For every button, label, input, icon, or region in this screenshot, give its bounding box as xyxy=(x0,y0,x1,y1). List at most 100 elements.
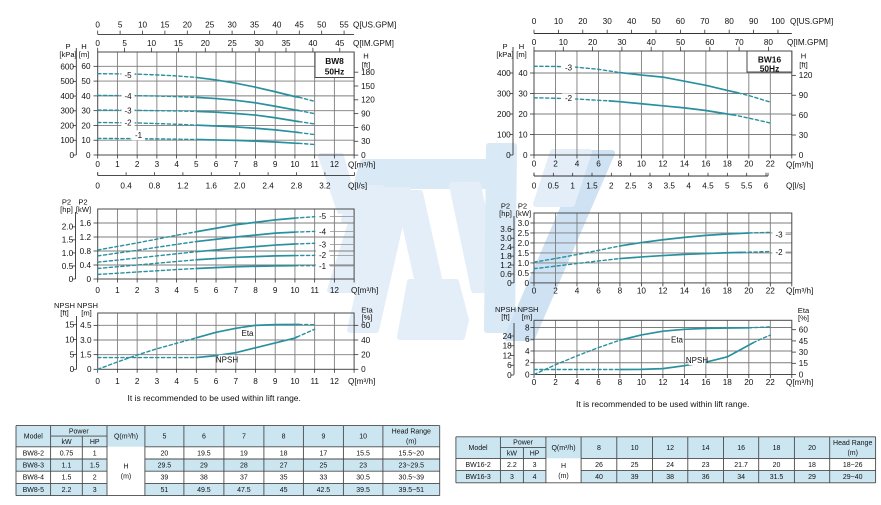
svg-text:14: 14 xyxy=(680,378,690,387)
svg-text:10: 10 xyxy=(290,286,300,295)
svg-text:4: 4 xyxy=(174,286,179,295)
svg-text:-4: -4 xyxy=(124,92,132,101)
svg-text:[hp]: [hp] xyxy=(60,205,73,214)
svg-text:14: 14 xyxy=(702,445,710,452)
svg-text:35: 35 xyxy=(281,39,291,48)
svg-text:4: 4 xyxy=(686,181,691,190)
svg-text:20: 20 xyxy=(744,378,754,387)
svg-text:29~40: 29~40 xyxy=(843,474,863,481)
svg-text:37: 37 xyxy=(240,475,248,482)
svg-text:8: 8 xyxy=(618,286,623,295)
svg-text:NPSH: NPSH xyxy=(54,301,75,310)
svg-text:35: 35 xyxy=(280,475,288,482)
svg-text:70: 70 xyxy=(735,38,745,47)
svg-text:3.5: 3.5 xyxy=(664,181,676,190)
svg-text:6: 6 xyxy=(202,434,206,441)
svg-text:P2: P2 xyxy=(78,198,87,207)
svg-text:12: 12 xyxy=(330,160,340,169)
svg-text:1.0: 1.0 xyxy=(518,259,530,268)
svg-text:6: 6 xyxy=(596,286,601,295)
svg-text:29: 29 xyxy=(200,463,208,470)
svg-text:NPSH: NPSH xyxy=(686,356,708,365)
svg-text:6: 6 xyxy=(507,361,512,370)
svg-text:Q[m³/h]: Q[m³/h] xyxy=(351,286,378,295)
svg-text:22: 22 xyxy=(766,159,776,168)
svg-text:1.5: 1.5 xyxy=(80,351,92,360)
svg-text:600: 600 xyxy=(60,63,74,72)
svg-text:Eta: Eta xyxy=(798,306,810,315)
svg-text:BW8-5: BW8-5 xyxy=(23,487,45,494)
svg-text:10: 10 xyxy=(147,39,157,48)
svg-text:19.5: 19.5 xyxy=(197,450,211,457)
svg-text:2.4: 2.4 xyxy=(262,182,274,191)
svg-text:[m]: [m] xyxy=(516,50,527,59)
svg-text:[m]: [m] xyxy=(522,313,533,322)
svg-text:10: 10 xyxy=(559,38,569,47)
svg-text:3.2: 3.2 xyxy=(319,182,331,191)
svg-text:27: 27 xyxy=(280,463,288,470)
svg-text:Eta: Eta xyxy=(361,306,373,315)
svg-text:0: 0 xyxy=(95,286,100,295)
svg-text:60: 60 xyxy=(81,62,91,71)
svg-text:45: 45 xyxy=(335,39,345,48)
svg-text:300: 300 xyxy=(497,89,511,98)
svg-text:3.0: 3.0 xyxy=(500,234,512,243)
svg-text:1.6: 1.6 xyxy=(206,182,218,191)
svg-text:4: 4 xyxy=(575,159,580,168)
svg-text:40: 40 xyxy=(308,39,318,48)
svg-text:51: 51 xyxy=(161,487,169,494)
svg-text:[kW]: [kW] xyxy=(516,209,531,218)
svg-text:P: P xyxy=(65,42,70,51)
svg-text:2.0: 2.0 xyxy=(62,223,74,232)
svg-text:42.5: 42.5 xyxy=(317,487,331,494)
svg-text:0: 0 xyxy=(95,21,100,30)
svg-text:0: 0 xyxy=(532,181,537,190)
svg-text:10: 10 xyxy=(637,286,647,295)
svg-text:Q[m³/h]: Q[m³/h] xyxy=(786,160,813,169)
svg-text:[ft]: [ft] xyxy=(799,60,807,69)
svg-text:Q[IM.GPM]: Q[IM.GPM] xyxy=(353,39,394,48)
svg-text:(m): (m) xyxy=(121,474,132,481)
svg-text:50Hz: 50Hz xyxy=(760,63,780,73)
svg-text:30: 30 xyxy=(799,348,809,357)
svg-text:Eta: Eta xyxy=(241,329,254,338)
svg-text:10: 10 xyxy=(518,130,528,139)
svg-text:16: 16 xyxy=(701,378,711,387)
svg-text:H: H xyxy=(123,464,128,471)
svg-text:Q[US.GPM]: Q[US.GPM] xyxy=(790,17,833,26)
svg-text:[ft]: [ft] xyxy=(60,309,68,318)
svg-text:1.5: 1.5 xyxy=(62,236,74,245)
svg-text:40: 40 xyxy=(595,474,603,481)
svg-text:18: 18 xyxy=(723,286,733,295)
svg-text:[m]: [m] xyxy=(79,50,90,59)
svg-text:2: 2 xyxy=(525,359,530,368)
svg-text:[kW]: [kW] xyxy=(76,205,91,214)
svg-text:7: 7 xyxy=(234,286,239,295)
svg-text:6: 6 xyxy=(214,377,219,386)
svg-text:8: 8 xyxy=(618,159,623,168)
svg-text:2: 2 xyxy=(553,159,558,168)
svg-text:7: 7 xyxy=(242,434,246,441)
svg-text:0: 0 xyxy=(799,370,804,379)
svg-text:0: 0 xyxy=(532,159,537,168)
svg-text:18: 18 xyxy=(723,159,733,168)
svg-text:9: 9 xyxy=(273,160,278,169)
svg-text:2.2: 2.2 xyxy=(507,462,517,469)
svg-text:BW8: BW8 xyxy=(325,56,344,66)
svg-text:0: 0 xyxy=(361,151,366,160)
svg-text:26: 26 xyxy=(595,462,603,469)
svg-text:Eta: Eta xyxy=(671,335,684,344)
svg-text:BW8-3: BW8-3 xyxy=(23,463,45,470)
svg-text:-3: -3 xyxy=(565,63,573,72)
svg-text:18: 18 xyxy=(808,462,816,469)
svg-text:BW16-2: BW16-2 xyxy=(465,462,490,469)
svg-text:0.4: 0.4 xyxy=(80,261,92,270)
svg-text:55: 55 xyxy=(340,21,350,30)
svg-text:1: 1 xyxy=(115,160,120,169)
svg-text:24: 24 xyxy=(503,332,513,341)
svg-text:100: 100 xyxy=(771,17,785,26)
svg-text:9: 9 xyxy=(273,377,278,386)
svg-text:20: 20 xyxy=(183,21,193,30)
svg-text:5: 5 xyxy=(70,350,75,359)
svg-text:20: 20 xyxy=(808,445,816,452)
